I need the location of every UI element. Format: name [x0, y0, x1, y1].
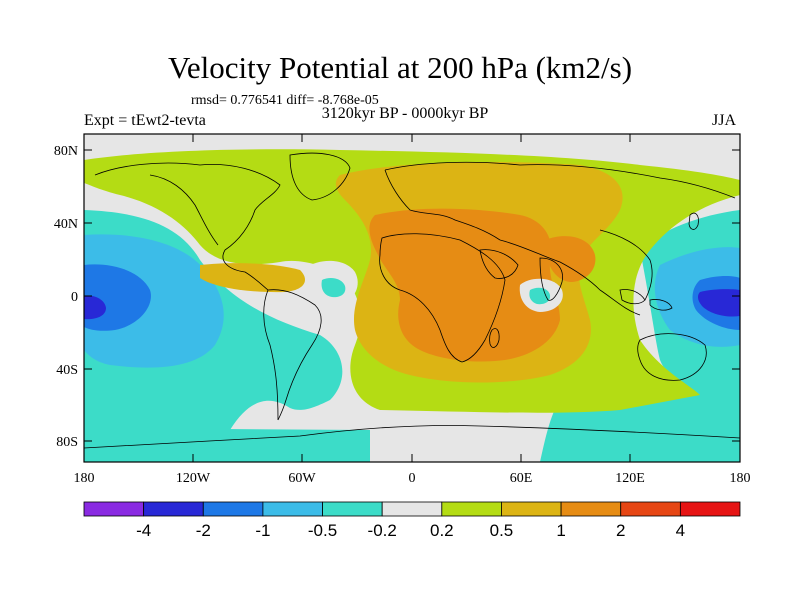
- lat-label-0: 0: [71, 290, 78, 305]
- colorbar-label: 4: [676, 521, 685, 540]
- colorbar-box: [501, 501, 562, 517]
- colorbar-box: [322, 501, 383, 517]
- period-label: 3120kyr BP - 0000kyr BP: [321, 105, 489, 122]
- lat-label-40s: 40S: [56, 363, 78, 378]
- lat-label-80s: 80S: [56, 435, 78, 450]
- colorbar-box: [441, 501, 502, 517]
- stats-label: rmsd= 0.776541 diff= -8.768e-05: [191, 93, 379, 108]
- colorbar-label: 2: [616, 521, 625, 540]
- lat-label-80n: 80N: [54, 144, 78, 159]
- colorbar-labels: -4 -2 -1 -0.5 -0.2 0.2 0.5 1 2 4: [136, 521, 685, 540]
- colorbar-label: 0.2: [430, 521, 454, 540]
- colorbar-box: [202, 501, 264, 517]
- lon-label-0: 0: [409, 471, 416, 486]
- colorbar-box: [560, 501, 622, 517]
- lon-label-120w: 120W: [176, 471, 211, 486]
- world-coastline-map: [84, 152, 740, 449]
- colorbar-box: [83, 501, 145, 517]
- colorbar-label: -2: [196, 521, 211, 540]
- lon-label-180e: 180: [730, 471, 751, 486]
- lon-label-60w: 60W: [288, 471, 316, 486]
- colorbar-box: [620, 501, 681, 517]
- colorbar-label: -1: [255, 521, 270, 540]
- lon-tick-marks: [192, 134, 631, 462]
- lon-label-180w: 180: [74, 471, 95, 486]
- colorbar-box: [143, 501, 204, 517]
- colorbar: [83, 501, 741, 517]
- lat-tick-marks: [84, 149, 740, 442]
- lon-label-60e: 60E: [510, 471, 533, 486]
- colorbar-label: 0.5: [490, 521, 514, 540]
- velocity-potential-field: [84, 134, 740, 462]
- season-label: JJA: [712, 112, 737, 129]
- experiment-label: Expt = tEwt2-tevta: [84, 112, 206, 129]
- lon-label-120e: 120E: [615, 471, 645, 486]
- colorbar-label: 1: [556, 521, 565, 540]
- colorbar-label: -4: [136, 521, 151, 540]
- lat-label-40n: 40N: [54, 217, 78, 232]
- colorbar-box: [262, 501, 323, 517]
- colorbar-label: -0.5: [308, 521, 337, 540]
- map-title: Velocity Potential at 200 hPa (km2/s): [167, 50, 633, 85]
- colorbar-box: [679, 501, 741, 517]
- colorbar-box: [381, 501, 443, 517]
- colorbar-label: -0.2: [368, 521, 397, 540]
